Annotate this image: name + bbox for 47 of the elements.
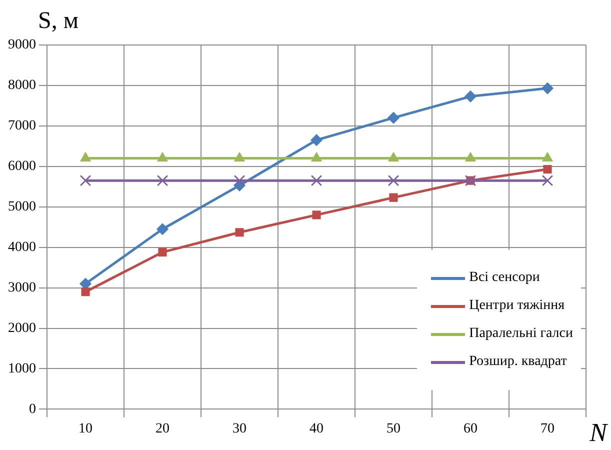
y-tick-label: 1000 (8, 361, 36, 376)
y-tick-label: 4000 (8, 240, 36, 256)
y-tick-label: 3000 (8, 280, 36, 296)
point (157, 152, 168, 162)
point (156, 174, 168, 186)
point (542, 82, 554, 94)
point (388, 174, 400, 186)
point (158, 248, 167, 256)
point (465, 152, 476, 162)
point (235, 228, 244, 237)
x-tick-label: 50 (386, 421, 400, 436)
point (312, 210, 321, 220)
y-tick-label: 7000 (8, 118, 36, 134)
point (80, 152, 91, 162)
y-tick-label: 2000 (8, 320, 36, 336)
point (388, 152, 399, 162)
x-tick-label: 70 (540, 421, 554, 436)
point (234, 152, 245, 162)
legend-label: Всі сенсори (469, 270, 540, 286)
point (156, 223, 168, 235)
x-tick-label: 40 (310, 421, 324, 436)
x-tick-label: 60 (464, 421, 478, 436)
x-tick-label: 10 (78, 421, 92, 436)
legend-label: Паралельні галси (469, 326, 573, 342)
point (310, 174, 322, 186)
legend-label: Розшир. квадрат (469, 354, 567, 370)
x-axis-title: N (590, 418, 607, 448)
point (542, 152, 553, 162)
y-tick-label: 0 (29, 402, 36, 417)
point (80, 174, 92, 186)
y-axis-title: S, м (38, 8, 79, 35)
point (542, 174, 554, 186)
legend-label: Центри тяжіння (469, 298, 565, 314)
y-tick-label: 8000 (8, 78, 36, 94)
point (234, 174, 246, 186)
y-tick-label: 5000 (8, 200, 36, 215)
y-tick-label: 6000 (8, 159, 36, 174)
point (311, 152, 322, 162)
y-tick-label: 9000 (8, 38, 36, 53)
point (81, 288, 90, 296)
point (389, 193, 398, 202)
point (543, 164, 552, 174)
x-tick-label: 20 (156, 421, 170, 436)
x-tick-label: 30 (232, 421, 246, 436)
point (464, 90, 476, 102)
point (388, 112, 400, 124)
point (310, 134, 322, 146)
